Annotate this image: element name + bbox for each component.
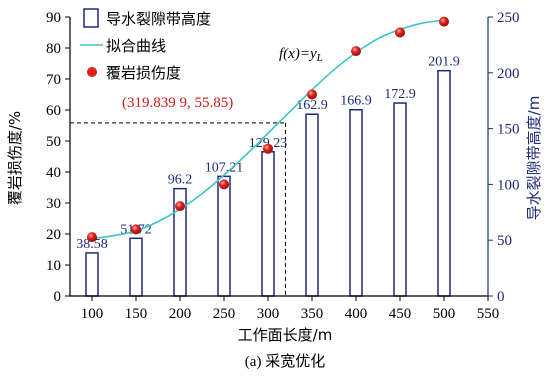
guide-lines xyxy=(70,122,286,296)
x-tick-label: 300 xyxy=(257,306,280,322)
legend-point-swatch xyxy=(87,67,97,77)
legend-bar-label: 导水裂隙带高度 xyxy=(106,10,211,28)
damage-point xyxy=(395,27,405,38)
x-tick-label: 200 xyxy=(169,306,192,322)
bar xyxy=(437,69,451,297)
x-axis-title: 工作面长度/m xyxy=(238,326,333,344)
damage-point xyxy=(219,179,229,190)
bar-value-label: 172.9 xyxy=(384,87,416,102)
bar-value-label: 166.9 xyxy=(340,94,372,109)
bar-series xyxy=(85,69,451,297)
y-left-tick-label: 30 xyxy=(46,196,61,212)
bar xyxy=(261,151,275,297)
y-right-tick-label: 150 xyxy=(497,122,520,138)
legend: 导水裂隙带高度 拟合曲线 覆岩损伤度 xyxy=(80,8,211,82)
y-left-tick-label: 40 xyxy=(46,165,61,181)
bar xyxy=(85,252,99,297)
damage-point xyxy=(87,232,97,243)
y-left-tick-label: 0 xyxy=(54,289,62,305)
x-tick-label: 250 xyxy=(213,306,236,322)
y-left-axis-title: 覆岩损伤度/% xyxy=(6,111,24,205)
y-right-tick-label: 250 xyxy=(497,10,520,26)
bar-value-label: 107.21 xyxy=(205,160,244,175)
damage-point xyxy=(263,143,273,154)
legend-line-label: 拟合曲线 xyxy=(106,37,166,55)
x-tick-label: 150 xyxy=(125,306,148,322)
legend-point-label: 覆岩损伤度 xyxy=(106,64,181,82)
fit-curve xyxy=(91,19,445,240)
fit-function-label: f(x)=yL xyxy=(279,46,323,64)
fit-curve-line xyxy=(91,19,445,240)
y-right-tick-label: 0 xyxy=(497,289,505,305)
x-tick-label: 350 xyxy=(301,306,324,322)
x-tick-label: 400 xyxy=(345,306,368,322)
bar xyxy=(217,175,231,297)
figure-caption: (a) 采宽优化 xyxy=(245,353,325,370)
damage-point xyxy=(439,16,449,27)
y-left-tick-label: 10 xyxy=(46,258,61,274)
y-left-tick-label: 20 xyxy=(46,227,61,243)
y-right-axis-title: 导水裂隙带高度/m xyxy=(525,96,543,221)
bar-value-label: 129.23 xyxy=(249,136,288,151)
intersection-label: (319.839 9, 55.85) xyxy=(122,95,233,111)
y-right-tick-label: 50 xyxy=(497,233,512,249)
y-left-tick-label: 70 xyxy=(46,72,61,88)
bar xyxy=(393,102,407,297)
bar-value-label: 201.9 xyxy=(428,55,460,70)
x-tick-label: 500 xyxy=(433,306,456,322)
legend-bar-swatch xyxy=(83,8,99,28)
y-left-tick-label: 50 xyxy=(46,134,61,150)
bar-value-label: 96.2 xyxy=(168,173,193,188)
bar-value-label: 162.9 xyxy=(296,98,328,113)
bar-value-label: 38.58 xyxy=(76,237,108,252)
damage-point xyxy=(307,89,317,100)
x-tick-label: 550 xyxy=(477,306,500,322)
damage-point xyxy=(175,201,185,212)
y-left-tick-label: 90 xyxy=(46,10,61,26)
damage-point xyxy=(351,46,361,57)
y-left-tick-label: 80 xyxy=(46,41,61,57)
bar xyxy=(129,237,143,297)
x-tick-label: 100 xyxy=(81,306,104,322)
damage-points xyxy=(87,16,449,243)
y-right-tick-label: 100 xyxy=(497,177,520,193)
y-left-tick-label: 60 xyxy=(46,103,61,119)
damage-point xyxy=(131,224,141,235)
bar xyxy=(349,108,363,297)
x-tick-label: 450 xyxy=(389,306,412,322)
tick-labels: 100 150 200 250 300 350 400 450 500 5500102030405… xyxy=(46,10,520,322)
axes xyxy=(65,16,493,301)
y-right-tick-label: 200 xyxy=(497,66,520,82)
bar xyxy=(305,113,319,297)
